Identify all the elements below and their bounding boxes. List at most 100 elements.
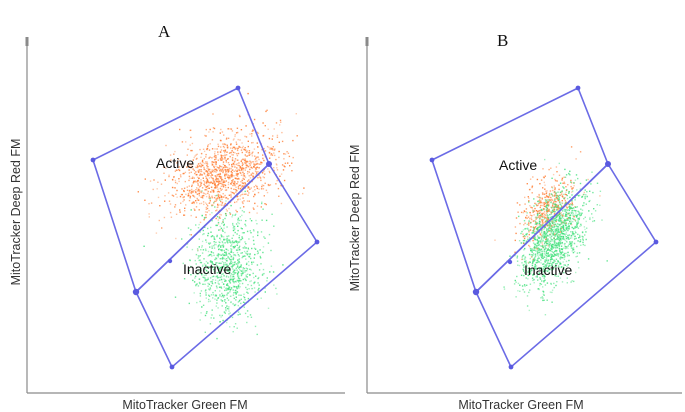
scatter-point-active: [196, 181, 199, 183]
panel-b-gate-vertex[interactable]: [508, 364, 514, 370]
scatter-point-inactive: [240, 264, 242, 266]
scatter-point-inactive: [201, 274, 203, 276]
scatter-point-inactive: [212, 266, 214, 269]
scatter-point-inactive: [236, 244, 238, 246]
scatter-point-inactive: [557, 220, 560, 222]
scatter-point-active: [210, 175, 212, 177]
panel-a-gate-vertex[interactable]: [167, 258, 173, 264]
scatter-point-inactive: [220, 262, 222, 264]
scatter-point-active: [539, 200, 541, 202]
scatter-point-inactive: [561, 242, 564, 245]
panel-b-gate-vertex[interactable]: [653, 239, 659, 245]
scatter-point-inactive: [220, 257, 222, 260]
scatter-point-inactive: [245, 279, 247, 282]
scatter-point-active: [224, 150, 226, 152]
scatter-point-active: [196, 202, 198, 204]
scatter-point-inactive: [555, 244, 557, 246]
scatter-point-active: [243, 148, 245, 150]
scatter-point-inactive: [544, 268, 546, 271]
scatter-point-inactive: [530, 254, 533, 256]
scatter-point-inactive: [571, 237, 573, 239]
panel-a-gate-vertex[interactable]: [132, 288, 140, 296]
scatter-point-inactive: [217, 280, 219, 282]
scatter-point-active: [205, 177, 208, 179]
scatter-point-inactive: [553, 238, 555, 240]
scatter-point-inactive: [555, 224, 557, 226]
scatter-point-inactive: [578, 213, 581, 215]
scatter-point-active: [272, 149, 274, 151]
scatter-point-active: [205, 170, 207, 173]
scatter-point-inactive: [563, 238, 565, 240]
scatter-point-inactive: [537, 237, 540, 239]
scatter-point-active: [220, 180, 222, 183]
panel-a-gate-vertex[interactable]: [169, 364, 175, 370]
scatter-point-active: [562, 196, 564, 198]
scatter-point-active: [537, 204, 540, 206]
scatter-point-inactive: [548, 241, 551, 244]
scatter-point-inactive: [198, 259, 200, 262]
scatter-point-inactive: [562, 213, 565, 215]
scatter-point-inactive: [557, 214, 559, 216]
scatter-point-active: [263, 176, 265, 179]
scatter-point-inactive: [536, 259, 539, 262]
scatter-point-inactive: [537, 227, 539, 229]
scatter-point-active: [150, 202, 153, 204]
panel-b-gate-vertex[interactable]: [429, 157, 435, 163]
scatter-point-active: [251, 130, 253, 132]
panel-b-gate-vertex[interactable]: [472, 288, 480, 296]
panel-a-gate-vertex[interactable]: [266, 161, 272, 167]
scatter-point-active: [543, 215, 546, 217]
scatter-point-inactive: [223, 283, 225, 285]
scatter-point-inactive: [579, 240, 582, 243]
scatter-point-active: [225, 138, 228, 140]
scatter-point-inactive: [245, 225, 247, 227]
scatter-point-active: [216, 170, 218, 172]
scatter-point-active: [254, 193, 256, 196]
panel-a-gate-vertex[interactable]: [314, 239, 320, 245]
scatter-point-active: [539, 217, 541, 219]
scatter-point-active: [225, 196, 228, 199]
scatter-point-inactive: [518, 240, 521, 242]
scatter-point-inactive: [235, 296, 237, 298]
scatter-point-active: [219, 175, 222, 178]
scatter-point-active: [199, 170, 201, 173]
scatter-point-active: [556, 171, 558, 173]
scatter-point-inactive: [522, 229, 525, 231]
scatter-point-active: [284, 162, 287, 164]
scatter-point-active: [220, 168, 222, 171]
scatter-point-inactive: [532, 274, 535, 276]
scatter-point-inactive: [231, 244, 233, 246]
scatter-point-active: [186, 154, 188, 156]
scatter-point-active: [184, 171, 187, 174]
scatter-point-inactive: [558, 246, 560, 248]
scatter-point-active: [241, 182, 244, 184]
panel-b-gate-vertex[interactable]: [575, 85, 581, 91]
scatter-point-active: [241, 168, 243, 170]
scatter-point-inactive: [582, 238, 584, 240]
scatter-point-active: [236, 175, 239, 177]
scatter-point-inactive: [569, 174, 571, 176]
scatter-point-inactive: [233, 273, 235, 275]
scatter-point-inactive: [566, 228, 568, 230]
scatter-point-inactive: [221, 235, 223, 237]
scatter-point-active: [550, 211, 552, 213]
scatter-point-active: [198, 177, 200, 179]
scatter-point-inactive: [551, 250, 553, 253]
scatter-point-inactive: [270, 265, 273, 267]
scatter-point-inactive: [563, 187, 565, 189]
scatter-point-active: [152, 188, 154, 191]
panel-b-gate-vertex[interactable]: [507, 259, 513, 265]
scatter-point-inactive: [229, 263, 232, 265]
scatter-point-inactive: [234, 303, 237, 306]
panel-a-gate-vertex[interactable]: [90, 157, 96, 163]
scatter-point-inactive: [197, 273, 199, 275]
panel-b-gate-vertex[interactable]: [605, 161, 611, 167]
panel-a-gate-vertex[interactable]: [235, 85, 241, 91]
scatter-point-inactive: [203, 217, 206, 219]
scatter-point-inactive: [553, 208, 555, 210]
scatter-point-active: [174, 170, 177, 172]
scatter-point-active: [570, 223, 573, 226]
scatter-point-active: [197, 163, 200, 165]
scatter-point-inactive: [550, 228, 552, 231]
scatter-point-active: [186, 162, 189, 164]
